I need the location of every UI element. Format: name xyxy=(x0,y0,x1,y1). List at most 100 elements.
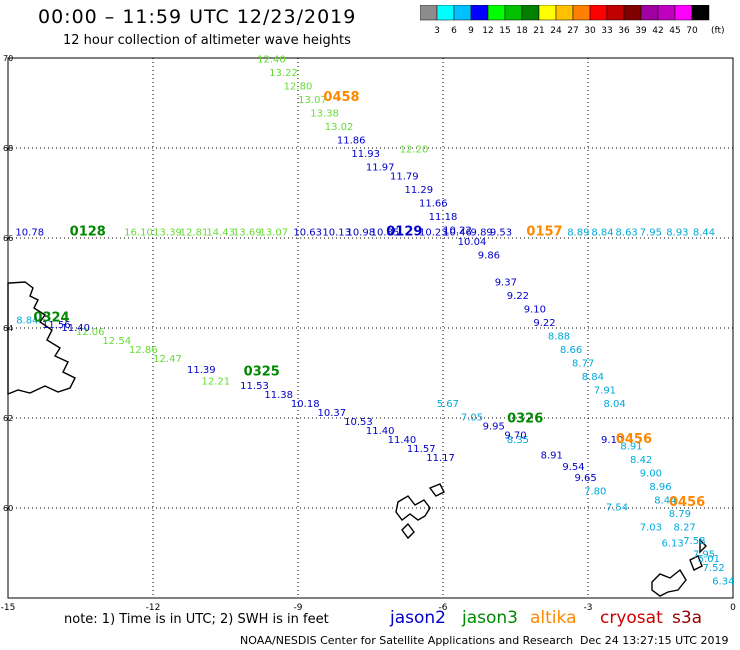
lon-tick-label: -12 xyxy=(146,603,161,613)
wave-height-label: 8.44 xyxy=(654,496,676,507)
lat-tick-label: 62 xyxy=(3,414,13,423)
wave-height-label: 10.63 xyxy=(293,227,322,238)
note-text: note: 1) Time is in UTC; 2) SWH is in fe… xyxy=(64,612,329,627)
wave-height-label: 11.56 xyxy=(42,320,71,331)
wave-height-label: 12.47 xyxy=(153,354,182,365)
wave-height-label: 5.67 xyxy=(437,399,459,410)
colorbar-label: 42 xyxy=(652,26,663,36)
map-title: 00:00 – 11:59 UTC 12/23/2019 xyxy=(38,6,357,28)
legend-cryosat: cryosat xyxy=(600,608,663,628)
colorbar-label: 6 xyxy=(451,26,457,36)
wave-height-label: 9.22 xyxy=(533,318,555,329)
wave-height-label: 9.22 xyxy=(507,291,529,302)
lat-tick-label: 64 xyxy=(3,324,13,333)
wave-height-label: 7.54 xyxy=(606,502,628,513)
colorbar-label: 70 xyxy=(686,26,698,36)
wave-height-label: 12.86 xyxy=(129,345,158,356)
wave-height-label: 9.00 xyxy=(640,469,662,480)
wave-height-label: 12.40 xyxy=(257,55,286,66)
colorbar-label: 9 xyxy=(468,26,474,36)
wave-height-label: 8.91 xyxy=(620,442,642,453)
iceland-coast xyxy=(7,281,76,396)
pass-number-label: 0129 xyxy=(386,224,422,239)
wave-height-label: 13.02 xyxy=(325,122,354,133)
wave-height-label: 8.84 xyxy=(591,227,613,238)
wave-height-label: 11.57 xyxy=(407,444,436,455)
colorbar-label: 45 xyxy=(669,26,680,36)
wave-height-label: 8.96 xyxy=(649,482,671,493)
wave-height-label: 6.13 xyxy=(661,538,683,549)
colorbar-label: 21 xyxy=(533,26,544,36)
wave-height-label: 11.40 xyxy=(61,323,90,334)
wave-height-label: 7.91 xyxy=(594,385,616,396)
wave-height-label: 13.22 xyxy=(269,68,298,79)
wave-height-label: 8.66 xyxy=(560,345,582,356)
wave-height-label: 8.84 xyxy=(16,316,38,327)
wave-height-label: 10.13 xyxy=(322,227,351,238)
lat-tick-label: 60 xyxy=(3,504,13,513)
wave-height-label: 8.88 xyxy=(548,331,570,342)
wave-height-label: 7.95 xyxy=(693,550,715,561)
lat-tick-label: 70 xyxy=(3,54,13,63)
pass-number-label: 0456 xyxy=(616,432,652,447)
legend-altika: altika xyxy=(530,608,577,628)
colorbar-label: 27 xyxy=(567,26,578,36)
wave-height-label: 16.10 xyxy=(124,227,153,238)
colorbar-label: 30 xyxy=(584,26,596,36)
wave-height-label: 12.80 xyxy=(284,82,313,93)
wave-height-label: 10.53 xyxy=(344,417,373,428)
wave-height-label: 6.34 xyxy=(712,577,734,588)
wave-height-label: 8.93 xyxy=(666,227,688,238)
lon-tick-label: -3 xyxy=(584,603,593,613)
wave-height-label: 9.86 xyxy=(478,250,500,261)
colorbar-label: 18 xyxy=(516,26,528,36)
colorbar-label: 33 xyxy=(601,26,612,36)
wave-height-label: 7.80 xyxy=(584,487,606,498)
wave-height-label: 10.46 xyxy=(443,227,472,238)
wave-height-label: 9.10 xyxy=(524,304,546,315)
wave-height-label: 10.18 xyxy=(291,399,320,410)
wave-height-label: 14.43 xyxy=(206,227,235,238)
wave-height-label: 13.07 xyxy=(298,95,327,106)
timestamp: Dec 24 13:27:15 UTC 2019 xyxy=(580,634,729,647)
wave-height-label: 12.21 xyxy=(202,376,231,387)
wave-height-label: 9.54 xyxy=(562,462,584,473)
wave-height-label: 10.37 xyxy=(318,408,347,419)
credit-text: NOAA/NESDIS Center for Satellite Applica… xyxy=(240,634,574,647)
wave-height-label: 9.70 xyxy=(504,430,526,441)
colorbar-label: 24 xyxy=(550,26,562,36)
wave-height-label: 8.63 xyxy=(616,227,638,238)
wave-height-label: 10.85 xyxy=(371,227,400,238)
wave-height-label: 7.03 xyxy=(640,523,662,534)
colorbar-unit: (ft) xyxy=(711,26,725,36)
pass-number-label: 0325 xyxy=(244,364,280,379)
colorbar-label: 36 xyxy=(618,26,630,36)
wave-height-label: 11.93 xyxy=(351,149,380,160)
legend-s3a: s3a xyxy=(672,608,703,628)
wave-height-colorbar: 3 6 9 12 15 18 21 24 27 30 33 36 39 42 45 70 (ft) xyxy=(420,5,725,36)
legend-jason2: jason2 xyxy=(390,608,446,628)
wave-height-label: 8.79 xyxy=(669,509,691,520)
axis-labels: -15 -12 -9 -6 -3 0 70 68 66 64 62 60 xyxy=(1,54,736,613)
wave-height-label: 8.27 xyxy=(674,523,696,534)
lon-tick-label: -15 xyxy=(1,603,16,613)
map-grid xyxy=(7,57,734,599)
pass-labels: 0458 0128 0129 0157 0324 0325 0326 0456 0456 xyxy=(33,90,705,510)
wave-height-label: 9.95 xyxy=(483,421,505,432)
wave-height-label: 11.97 xyxy=(366,163,395,174)
pass-number-label: 0326 xyxy=(507,412,543,427)
colorbar-label: 12 xyxy=(482,26,493,36)
wave-height-label: 11.79 xyxy=(390,172,419,183)
wave-height-label: 9.65 xyxy=(574,473,596,484)
wave-height-label: 9.10 xyxy=(601,435,623,446)
lon-tick-label: -6 xyxy=(439,603,448,613)
map-subtitle: 12 hour collection of altimeter wave hei… xyxy=(63,33,351,48)
wave-height-label: 7.58 xyxy=(683,536,705,547)
legend-jason3: jason3 xyxy=(462,608,518,628)
wave-height-label: 10.04 xyxy=(458,237,487,248)
wave-height-label: 13.69 xyxy=(233,227,262,238)
pass-number-label: 0157 xyxy=(526,224,562,239)
wave-height-label: 10.78 xyxy=(15,227,44,238)
wave-height-label: 8.91 xyxy=(541,451,563,462)
